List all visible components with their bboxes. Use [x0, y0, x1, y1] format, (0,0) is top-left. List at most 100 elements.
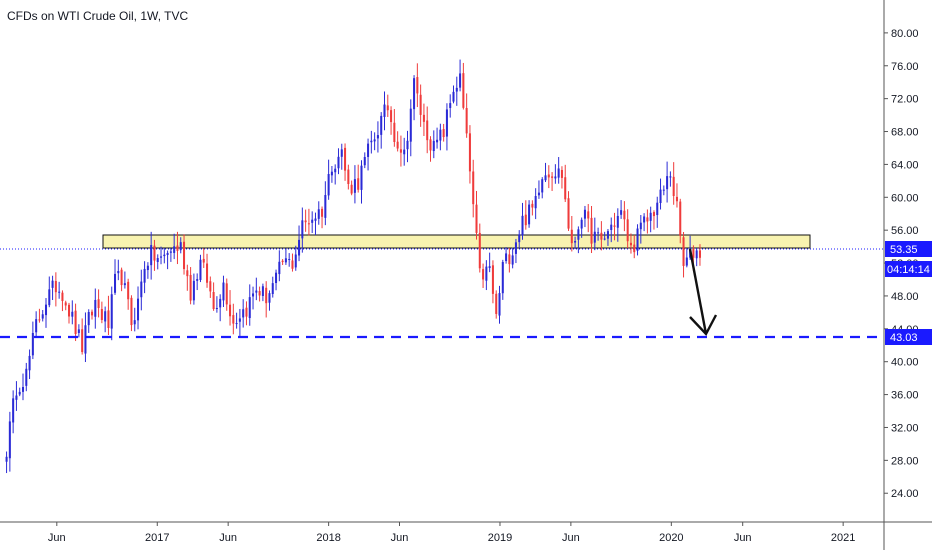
candle-down: [429, 139, 432, 151]
candle-down: [491, 265, 494, 294]
candle-up: [330, 171, 333, 176]
candle-up: [436, 139, 439, 143]
plot-area[interactable]: [0, 59, 884, 474]
candle-up: [459, 73, 462, 88]
candle-up: [196, 279, 199, 281]
y-tick-label: 24.00: [891, 488, 919, 500]
candle-down: [183, 241, 186, 270]
candle-up: [413, 78, 416, 110]
candle-down: [225, 283, 228, 305]
candle-down: [176, 245, 179, 251]
candle-up: [485, 266, 488, 281]
candle-down: [127, 281, 130, 300]
candle-up: [528, 204, 531, 225]
candle-up: [284, 258, 287, 263]
candle-up: [620, 210, 623, 215]
candle-down: [629, 242, 632, 246]
candle-up: [143, 268, 146, 283]
candle-up: [294, 254, 297, 268]
candle-up: [557, 168, 560, 178]
candle-up: [298, 239, 301, 256]
candle-up: [383, 104, 386, 117]
candle-down: [54, 280, 57, 293]
candle-up: [317, 209, 320, 219]
candle-up: [643, 216, 646, 223]
candle-up: [48, 289, 51, 306]
candle-up: [363, 156, 366, 166]
candle-down: [626, 219, 629, 242]
candle-up: [597, 232, 600, 234]
candle-up: [268, 293, 271, 303]
x-axis-ticks: Jun 2017 Jun 2018 Jun 2019 Jun 2020 Jun 2021: [48, 522, 855, 544]
candle-up: [656, 202, 659, 216]
x-tick-label: Jun: [48, 532, 66, 544]
candle-down: [390, 110, 393, 123]
candle-up: [445, 109, 448, 137]
candle-up: [514, 242, 517, 254]
y-tick-label: 32.00: [891, 422, 919, 434]
candle-up: [12, 398, 15, 423]
candle-up: [77, 329, 80, 333]
candle-up: [179, 242, 182, 251]
candle-up: [137, 298, 140, 321]
candle-up: [537, 192, 540, 196]
resistance-zone[interactable]: [102, 234, 811, 249]
candle-up: [610, 224, 613, 231]
candle-up: [166, 252, 169, 255]
candle-down: [229, 304, 232, 317]
candle-up: [340, 149, 343, 157]
candle-up: [580, 219, 583, 229]
projection-arrow[interactable]: [688, 248, 718, 337]
candle-up: [311, 219, 314, 223]
candle-down: [304, 220, 307, 223]
candle-up: [192, 280, 195, 301]
y-axis[interactable]: 24.0028.0032.0036.0040.0044.0048.0052.00…: [883, 0, 932, 550]
candle-down: [321, 208, 324, 217]
candle-down: [472, 171, 475, 205]
candle-up: [113, 273, 117, 293]
candle-up: [353, 179, 356, 193]
candle-down: [482, 269, 485, 280]
candle-up: [452, 91, 455, 102]
candle-up: [51, 280, 54, 288]
candle-down: [551, 176, 554, 178]
y-tick-label: 48.00: [891, 291, 919, 303]
candle-up: [574, 240, 577, 243]
candle-up: [583, 209, 586, 219]
candle-up: [146, 265, 149, 271]
candle-down: [442, 129, 445, 138]
chart-title: CFDs on WTI Crude Oil, 1W, TVC: [7, 9, 188, 23]
candle-up: [163, 254, 166, 257]
candle-up: [150, 245, 153, 266]
candle-up: [104, 311, 107, 322]
candle-up: [327, 174, 330, 196]
candle-up: [133, 320, 136, 325]
candle-up: [403, 149, 406, 155]
candle-up: [334, 168, 337, 173]
candle-down: [468, 133, 471, 172]
candle-up: [288, 259, 291, 261]
candle-up: [25, 368, 28, 386]
candle-down: [419, 94, 422, 115]
candle-down: [64, 302, 67, 306]
candle-up: [636, 228, 639, 251]
x-axis[interactable]: Jun 2017 Jun 2018 Jun 2019 Jun 2020 Jun 2021: [0, 521, 932, 544]
candle-up: [541, 179, 544, 193]
candle-up: [84, 325, 87, 354]
candle-down: [107, 310, 110, 328]
candle-up: [301, 220, 304, 239]
candle-up: [58, 291, 61, 293]
candle-up: [406, 140, 409, 150]
candle-up: [603, 238, 606, 240]
candle-down: [590, 217, 593, 244]
candle-up: [173, 246, 176, 253]
candle-up: [123, 283, 126, 286]
candle-down: [600, 232, 603, 240]
y-axis-ticks: 24.0028.0032.0036.0040.0044.0048.0052.00…: [884, 28, 919, 500]
candle-up: [222, 282, 225, 301]
candle-down: [81, 329, 84, 353]
candle-down: [90, 311, 94, 316]
y-tick-label: 68.00: [891, 127, 919, 139]
candle-up: [18, 391, 21, 395]
